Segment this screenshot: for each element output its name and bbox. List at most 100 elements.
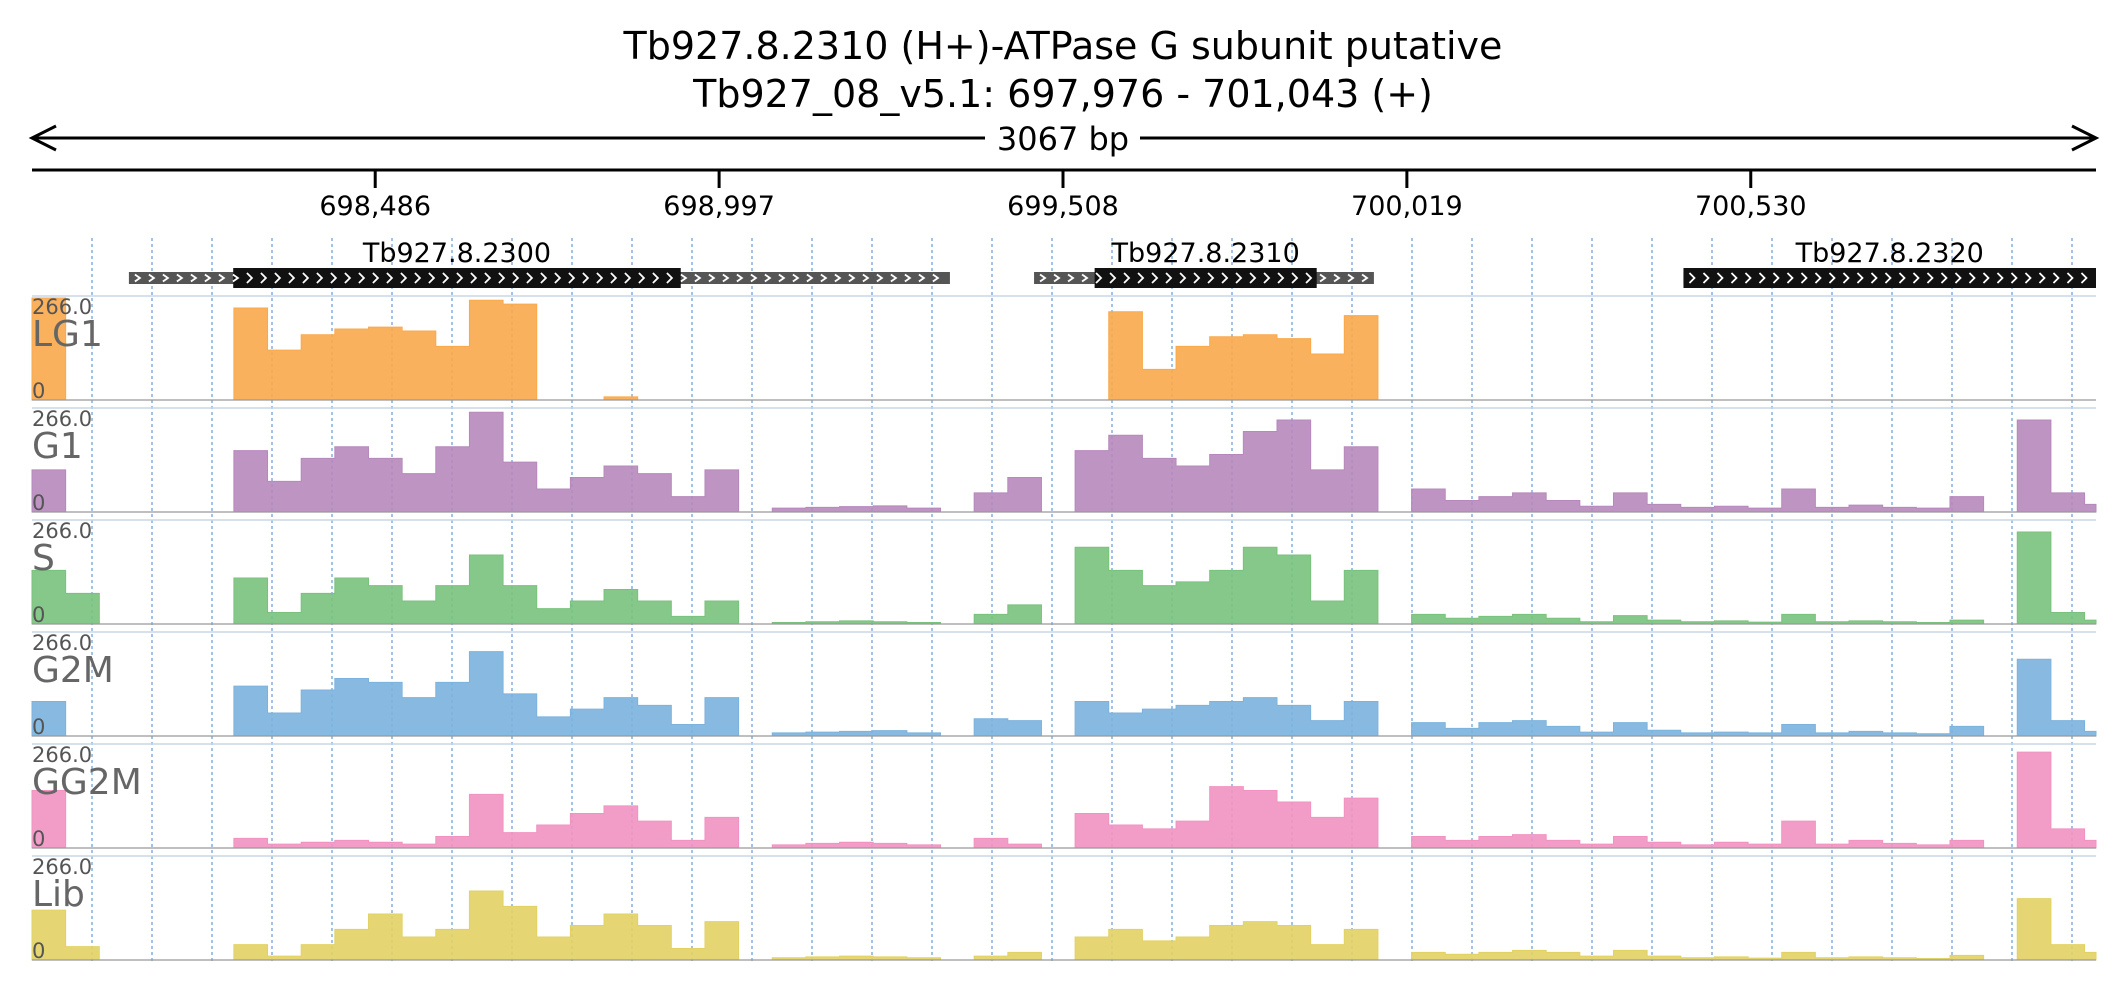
track-min-label: 0 — [32, 827, 45, 851]
strand-arrow — [204, 273, 212, 283]
span-arrow-left — [28, 124, 57, 152]
strand-arrow — [1982, 272, 1990, 284]
locus-subtitle: Tb927_08_v5.1: 697,976 - 701,043 (+) — [693, 72, 1433, 116]
strand-arrow — [1898, 272, 1906, 284]
strand-arrow — [372, 272, 380, 284]
strand-arrow — [1277, 272, 1285, 284]
strand-arrow — [1856, 272, 1864, 284]
gene-cds-bar — [233, 268, 681, 288]
strand-arrow — [498, 272, 506, 284]
strand-arrow — [764, 273, 772, 283]
strand-arrow — [1702, 272, 1710, 284]
coverage-area — [31, 651, 2097, 737]
strand-arrow — [2066, 272, 2074, 284]
coverage-area — [31, 890, 2097, 961]
strand-arrow — [1912, 272, 1920, 284]
strand-arrow — [442, 272, 450, 284]
strand-arrow — [1730, 272, 1738, 284]
strand-arrow — [848, 273, 856, 283]
strand-arrow — [638, 272, 646, 284]
strand-arrow — [1744, 272, 1752, 284]
track-min-label: 0 — [32, 603, 45, 627]
strand-arrow — [666, 272, 674, 284]
strand-arrow — [316, 272, 324, 284]
strand-arrow — [680, 273, 688, 283]
strand-arrow — [1123, 272, 1131, 284]
strand-arrow — [2024, 272, 2032, 284]
strand-arrow — [1305, 272, 1313, 284]
strand-arrow — [582, 272, 590, 284]
track-max-label: 266.0 — [32, 855, 92, 879]
strand-arrow — [232, 273, 240, 283]
strand-arrow — [932, 273, 940, 283]
strand-arrow — [1039, 273, 1047, 283]
strand-arrow — [736, 273, 744, 283]
strand-arrow — [610, 272, 618, 284]
strand-arrow — [162, 273, 170, 283]
strand-arrow — [1193, 272, 1201, 284]
strand-arrow — [820, 273, 828, 283]
strand-arrow — [1109, 272, 1117, 284]
track-min-label: 0 — [32, 379, 45, 403]
gene-cds-bar — [1094, 268, 1317, 288]
strand-arrow — [862, 273, 870, 283]
strand-arrow — [652, 272, 660, 284]
strand-arrow — [1716, 272, 1724, 284]
strand-arrow — [778, 273, 786, 283]
strand-arrow — [1081, 273, 1089, 283]
strand-arrow — [904, 273, 912, 283]
coordinate-axis: 698,486 698,997 699,508 700,019 700,530 — [32, 168, 2096, 222]
strand-arrow — [792, 273, 800, 283]
strand-arrow — [1053, 273, 1061, 283]
strand-arrow — [190, 273, 198, 283]
strand-arrow — [540, 272, 548, 284]
strand-arrow — [806, 273, 814, 283]
strand-arrow — [512, 272, 520, 284]
strand-arrow — [1954, 272, 1962, 284]
strand-arrow — [834, 273, 842, 283]
track-min-label: 0 — [32, 491, 45, 515]
strand-arrow — [1842, 272, 1850, 284]
strand-arrow — [386, 272, 394, 284]
strand-arrow — [1249, 272, 1257, 284]
gene-title: Tb927.8.2310 (H+)-ATPase G subunit putat… — [623, 24, 1503, 68]
track-name: LG1 — [32, 314, 103, 355]
strand-arrow — [148, 273, 156, 283]
span-indicator: 3067 bp — [28, 120, 2100, 158]
strand-arrow — [274, 272, 282, 284]
strand-arrow — [400, 272, 408, 284]
strand-arrow — [1786, 272, 1794, 284]
strand-arrow — [288, 272, 296, 284]
span-label: 3067 bp — [997, 120, 1129, 158]
strand-arrow — [1235, 272, 1243, 284]
track-max-label: 266.0 — [32, 631, 92, 655]
coverage-area — [31, 297, 2096, 401]
track-name: S — [32, 538, 55, 579]
strand-arrow — [554, 272, 562, 284]
span-arrow-right — [2071, 124, 2100, 152]
strand-arrow — [176, 273, 184, 283]
strand-arrow — [694, 273, 702, 283]
axis-tick-label: 700,019 — [1351, 191, 1463, 222]
strand-arrow — [1207, 272, 1215, 284]
track-min-label: 0 — [32, 715, 45, 739]
strand-arrow — [1800, 272, 1808, 284]
coverage-area — [31, 411, 2097, 513]
gene-label: Tb927.8.2320 — [1795, 238, 1984, 269]
strand-arrow — [330, 272, 338, 284]
strand-arrow — [1968, 272, 1976, 284]
strand-arrow — [2080, 272, 2088, 284]
strand-arrow — [876, 273, 884, 283]
strand-arrow — [2038, 272, 2046, 284]
strand-arrow — [1996, 272, 2004, 284]
strand-arrow — [1688, 272, 1696, 284]
strand-arrow — [358, 272, 366, 284]
axis-tick-label: 698,997 — [663, 191, 775, 222]
gene-label: Tb927.8.2310 — [1111, 238, 1300, 269]
strand-arrow — [218, 273, 226, 283]
track-name: GG2M — [32, 762, 142, 803]
strand-arrow — [2010, 272, 2018, 284]
strand-arrow — [526, 272, 534, 284]
axis-tick-label: 698,486 — [319, 191, 431, 222]
strand-arrow — [246, 272, 254, 284]
